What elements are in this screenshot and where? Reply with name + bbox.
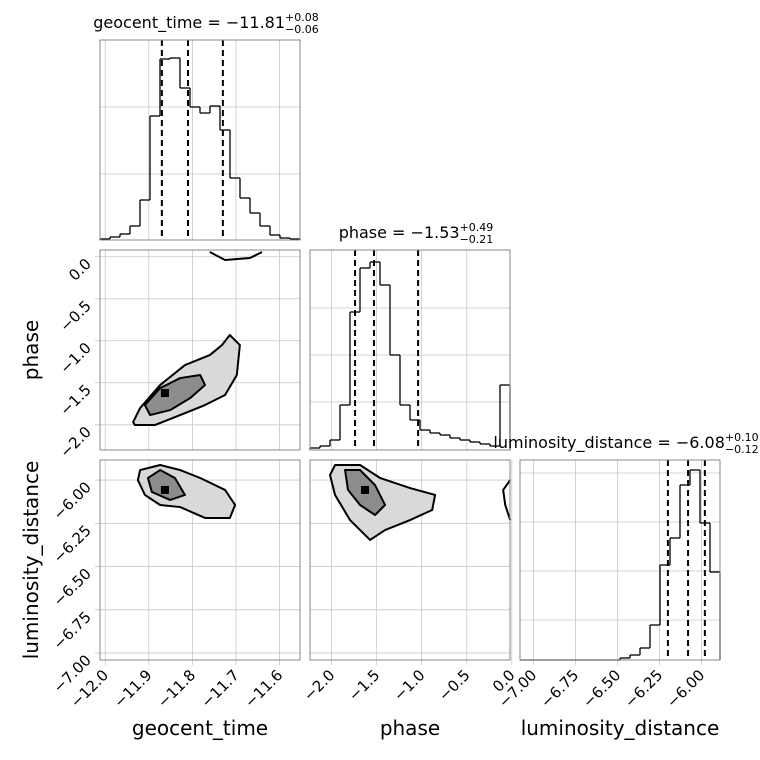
panel-border xyxy=(309,459,511,661)
x-tick-label: −11.9 xyxy=(110,666,155,711)
y-tick-label: −6.50 xyxy=(50,565,95,610)
contour xyxy=(502,479,512,521)
x-axis-label: geocent_time xyxy=(132,716,268,740)
y-axis-label: phase xyxy=(19,320,43,380)
panel-title: geocent_time = −11.81+0.08 −0.06 xyxy=(93,11,319,36)
x-tick-label: −11.7 xyxy=(198,666,243,711)
title-sub: −0.06 xyxy=(285,23,319,36)
panel-frame xyxy=(519,459,721,661)
y-tick-label: −1.0 xyxy=(56,339,94,377)
x-tick-label: −2.0 xyxy=(300,666,338,704)
x-tick-label: −6.00 xyxy=(663,666,708,711)
panel-frame xyxy=(99,249,301,451)
panel-border xyxy=(309,249,511,451)
y-tick-label: 0.0 xyxy=(65,255,95,285)
density-peak xyxy=(160,389,169,398)
title-main: luminosity_distance = −6.08 xyxy=(493,433,724,453)
panel-frame xyxy=(99,39,301,241)
x-tick-label: −11.6 xyxy=(241,666,286,711)
y-tick-label: −6.75 xyxy=(50,608,95,653)
panel-border xyxy=(99,249,301,451)
contour xyxy=(209,251,263,261)
x-axis-label: luminosity_distance xyxy=(521,716,720,740)
panel-title: phase = −1.53+0.49 −0.21 xyxy=(339,221,494,246)
title-main: phase = −1.53 xyxy=(339,223,460,242)
density-peak xyxy=(361,485,370,494)
panel-border xyxy=(519,459,721,661)
y-tick-label: −1.5 xyxy=(56,381,94,419)
x-axis-label: phase xyxy=(380,716,440,740)
y-axis-label: luminosity_distance xyxy=(19,461,43,660)
title-sup: +0.49 xyxy=(460,221,494,234)
x-tick-label: −6.25 xyxy=(621,666,666,711)
x-tick-label: −11.8 xyxy=(154,666,199,711)
histogram-step xyxy=(619,470,721,660)
y-tick-label: −0.5 xyxy=(56,297,94,335)
y-tick-label: −6.00 xyxy=(50,478,95,523)
contour xyxy=(143,374,207,417)
title-sup: +0.10 xyxy=(725,431,759,444)
panel-title: luminosity_distance = −6.08+0.10 −0.12 xyxy=(493,431,758,456)
title-sub: −0.21 xyxy=(460,233,494,246)
x-tick-label: −1.5 xyxy=(345,666,383,704)
x-tick-label: −0.5 xyxy=(435,666,473,704)
y-tick-label: −2.0 xyxy=(56,423,94,461)
title-sub: −0.12 xyxy=(725,443,759,456)
panel-border xyxy=(99,39,301,241)
panel-border xyxy=(99,459,301,661)
x-tick-label: −1.0 xyxy=(390,666,428,704)
title-sup: +0.08 xyxy=(285,11,319,24)
contour xyxy=(146,469,186,501)
density-peak xyxy=(160,485,169,494)
y-tick-label: −6.25 xyxy=(50,521,95,566)
x-tick-label: −6.75 xyxy=(537,666,582,711)
title-main: geocent_time = −11.81 xyxy=(93,13,285,33)
x-tick-label: −6.50 xyxy=(579,666,624,711)
